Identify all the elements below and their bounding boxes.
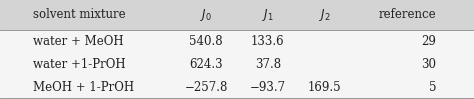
Text: 624.3: 624.3 xyxy=(190,58,223,71)
Text: MeOH + 1-PrOH: MeOH + 1-PrOH xyxy=(33,81,134,94)
Bar xyxy=(0,0,474,30)
Text: reference: reference xyxy=(378,8,436,21)
Text: solvent mixture: solvent mixture xyxy=(33,8,126,21)
Text: 29: 29 xyxy=(421,35,436,48)
Text: $J_1$: $J_1$ xyxy=(262,7,274,23)
Text: $J_2$: $J_2$ xyxy=(319,7,330,23)
Text: water +1-PrOH: water +1-PrOH xyxy=(33,58,126,71)
Text: 540.8: 540.8 xyxy=(190,35,223,48)
Text: $J_0$: $J_0$ xyxy=(200,7,212,23)
Text: 133.6: 133.6 xyxy=(251,35,284,48)
Text: −93.7: −93.7 xyxy=(250,81,286,94)
Text: water + MeOH: water + MeOH xyxy=(33,35,124,48)
Text: 37.8: 37.8 xyxy=(255,58,281,71)
Text: −257.8: −257.8 xyxy=(184,81,228,94)
Text: 169.5: 169.5 xyxy=(308,81,341,94)
Text: 5: 5 xyxy=(428,81,436,94)
Text: 30: 30 xyxy=(421,58,436,71)
